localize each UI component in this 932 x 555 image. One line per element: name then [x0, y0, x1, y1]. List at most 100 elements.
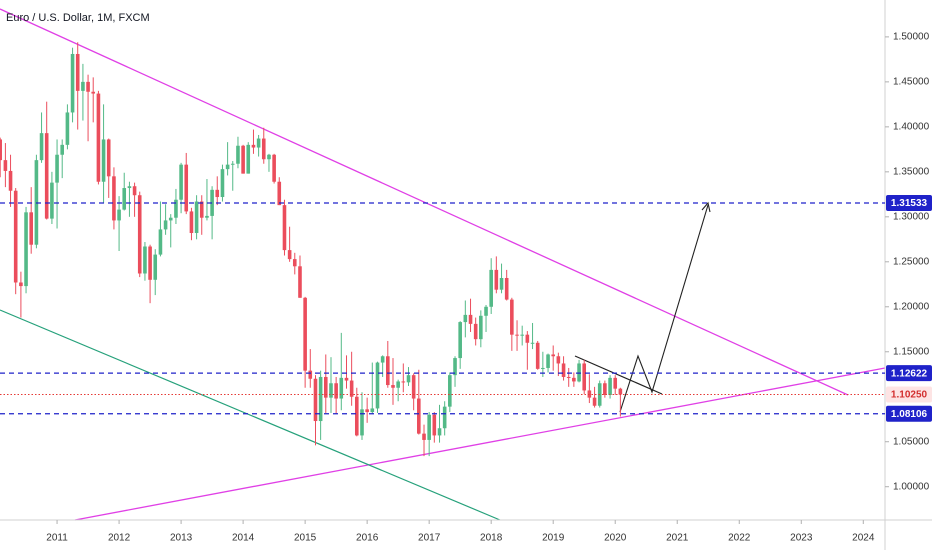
candle-body	[603, 383, 607, 395]
price-label: 1.12622	[891, 368, 928, 379]
candle-body	[39, 133, 44, 161]
candle-body	[106, 139, 111, 177]
candle-body	[396, 381, 400, 388]
candle-body	[86, 81, 90, 92]
candle-body	[112, 176, 116, 221]
candle-body	[463, 314, 468, 323]
candle-body	[50, 182, 54, 219]
candle-body	[473, 323, 478, 340]
candle-body	[220, 169, 225, 198]
candle-body	[215, 189, 220, 198]
candle-body	[499, 277, 504, 290]
candle-body	[168, 217, 173, 221]
candles	[0, 42, 623, 457]
candle-body	[401, 381, 406, 383]
candle-body	[349, 380, 354, 397]
candle-body	[153, 254, 158, 280]
candle-body	[298, 266, 302, 298]
chart-title: Euro / U.S. Dollar, 1M, FXCM	[6, 12, 150, 24]
y-tick-label: 1.40000	[893, 121, 930, 132]
candle-body	[468, 314, 473, 324]
candle-body	[132, 186, 137, 196]
trend-line	[574, 355, 663, 395]
candle-body	[292, 259, 297, 267]
x-tick-label: 2014	[232, 533, 255, 544]
candle-body	[613, 377, 618, 389]
candle-body	[251, 144, 256, 148]
candle-body	[0, 139, 2, 161]
price-badge	[886, 386, 932, 403]
candle-body	[241, 145, 245, 174]
candle-body	[184, 164, 189, 212]
candle-body	[551, 354, 556, 357]
candle-body	[174, 199, 178, 218]
trend-line	[0, 309, 501, 521]
candle-body	[75, 53, 80, 91]
candle-body	[205, 215, 209, 218]
candle-body	[308, 370, 313, 379]
candle-body	[70, 53, 75, 113]
candle-body	[148, 246, 152, 280]
candle-body	[566, 376, 571, 378]
candle-body	[236, 145, 240, 164]
candle-body	[504, 277, 509, 300]
candle-body	[608, 377, 612, 395]
x-tick-label: 2023	[790, 533, 813, 544]
candle-body	[370, 408, 375, 413]
candle-body	[354, 396, 359, 436]
x-tick-label: 2016	[356, 533, 379, 544]
candle-body	[91, 91, 96, 94]
candle-body	[380, 356, 385, 363]
candle-body	[339, 377, 344, 399]
candle-body	[582, 363, 587, 391]
trend-line	[74, 367, 886, 521]
candle-body	[406, 375, 411, 383]
x-tick-label: 2013	[170, 533, 193, 544]
candle-body	[137, 195, 142, 274]
candle-body	[344, 377, 349, 381]
candle-body	[572, 377, 576, 382]
y-tick-label: 1.35000	[893, 166, 930, 177]
candle-body	[261, 138, 266, 160]
candle-body	[365, 409, 369, 413]
candle-body	[163, 220, 168, 230]
candle-body	[44, 133, 49, 219]
x-tick-label: 2015	[294, 533, 317, 544]
x-tick-label: 2021	[666, 533, 689, 544]
candle-body	[618, 388, 623, 395]
x-tick-label: 2020	[604, 533, 627, 544]
x-tick-label: 2017	[418, 533, 441, 544]
y-tick-label: 1.30000	[893, 211, 930, 222]
projection-path	[619, 204, 709, 413]
candle-body	[556, 356, 561, 364]
candle-body	[561, 363, 566, 377]
drawings	[0, 8, 886, 521]
candle-body	[510, 299, 514, 335]
candle-body	[277, 181, 282, 206]
candle-body	[530, 342, 535, 344]
price-label: 1.10250	[891, 390, 928, 401]
y-tick-label: 1.20000	[893, 301, 930, 312]
candle-body	[577, 363, 581, 382]
candle-body	[81, 81, 85, 91]
candle-body	[225, 164, 230, 170]
candle-body	[13, 190, 18, 283]
candle-body	[246, 144, 251, 174]
y-tick-label: 1.45000	[893, 77, 930, 88]
candle-body	[520, 334, 524, 336]
candle-body	[375, 362, 380, 409]
candle-body	[541, 367, 545, 369]
price-label: 1.08106	[891, 409, 928, 420]
candle-body	[287, 250, 292, 260]
candle-body	[489, 269, 493, 307]
y-tick-label: 1.05000	[893, 436, 930, 447]
candle-body	[158, 229, 163, 255]
candle-body	[8, 170, 13, 191]
candle-body	[432, 414, 437, 436]
candle-body	[267, 154, 271, 160]
x-tick-label: 2018	[480, 533, 503, 544]
trend-line	[0, 8, 849, 396]
candle-body	[391, 385, 395, 388]
